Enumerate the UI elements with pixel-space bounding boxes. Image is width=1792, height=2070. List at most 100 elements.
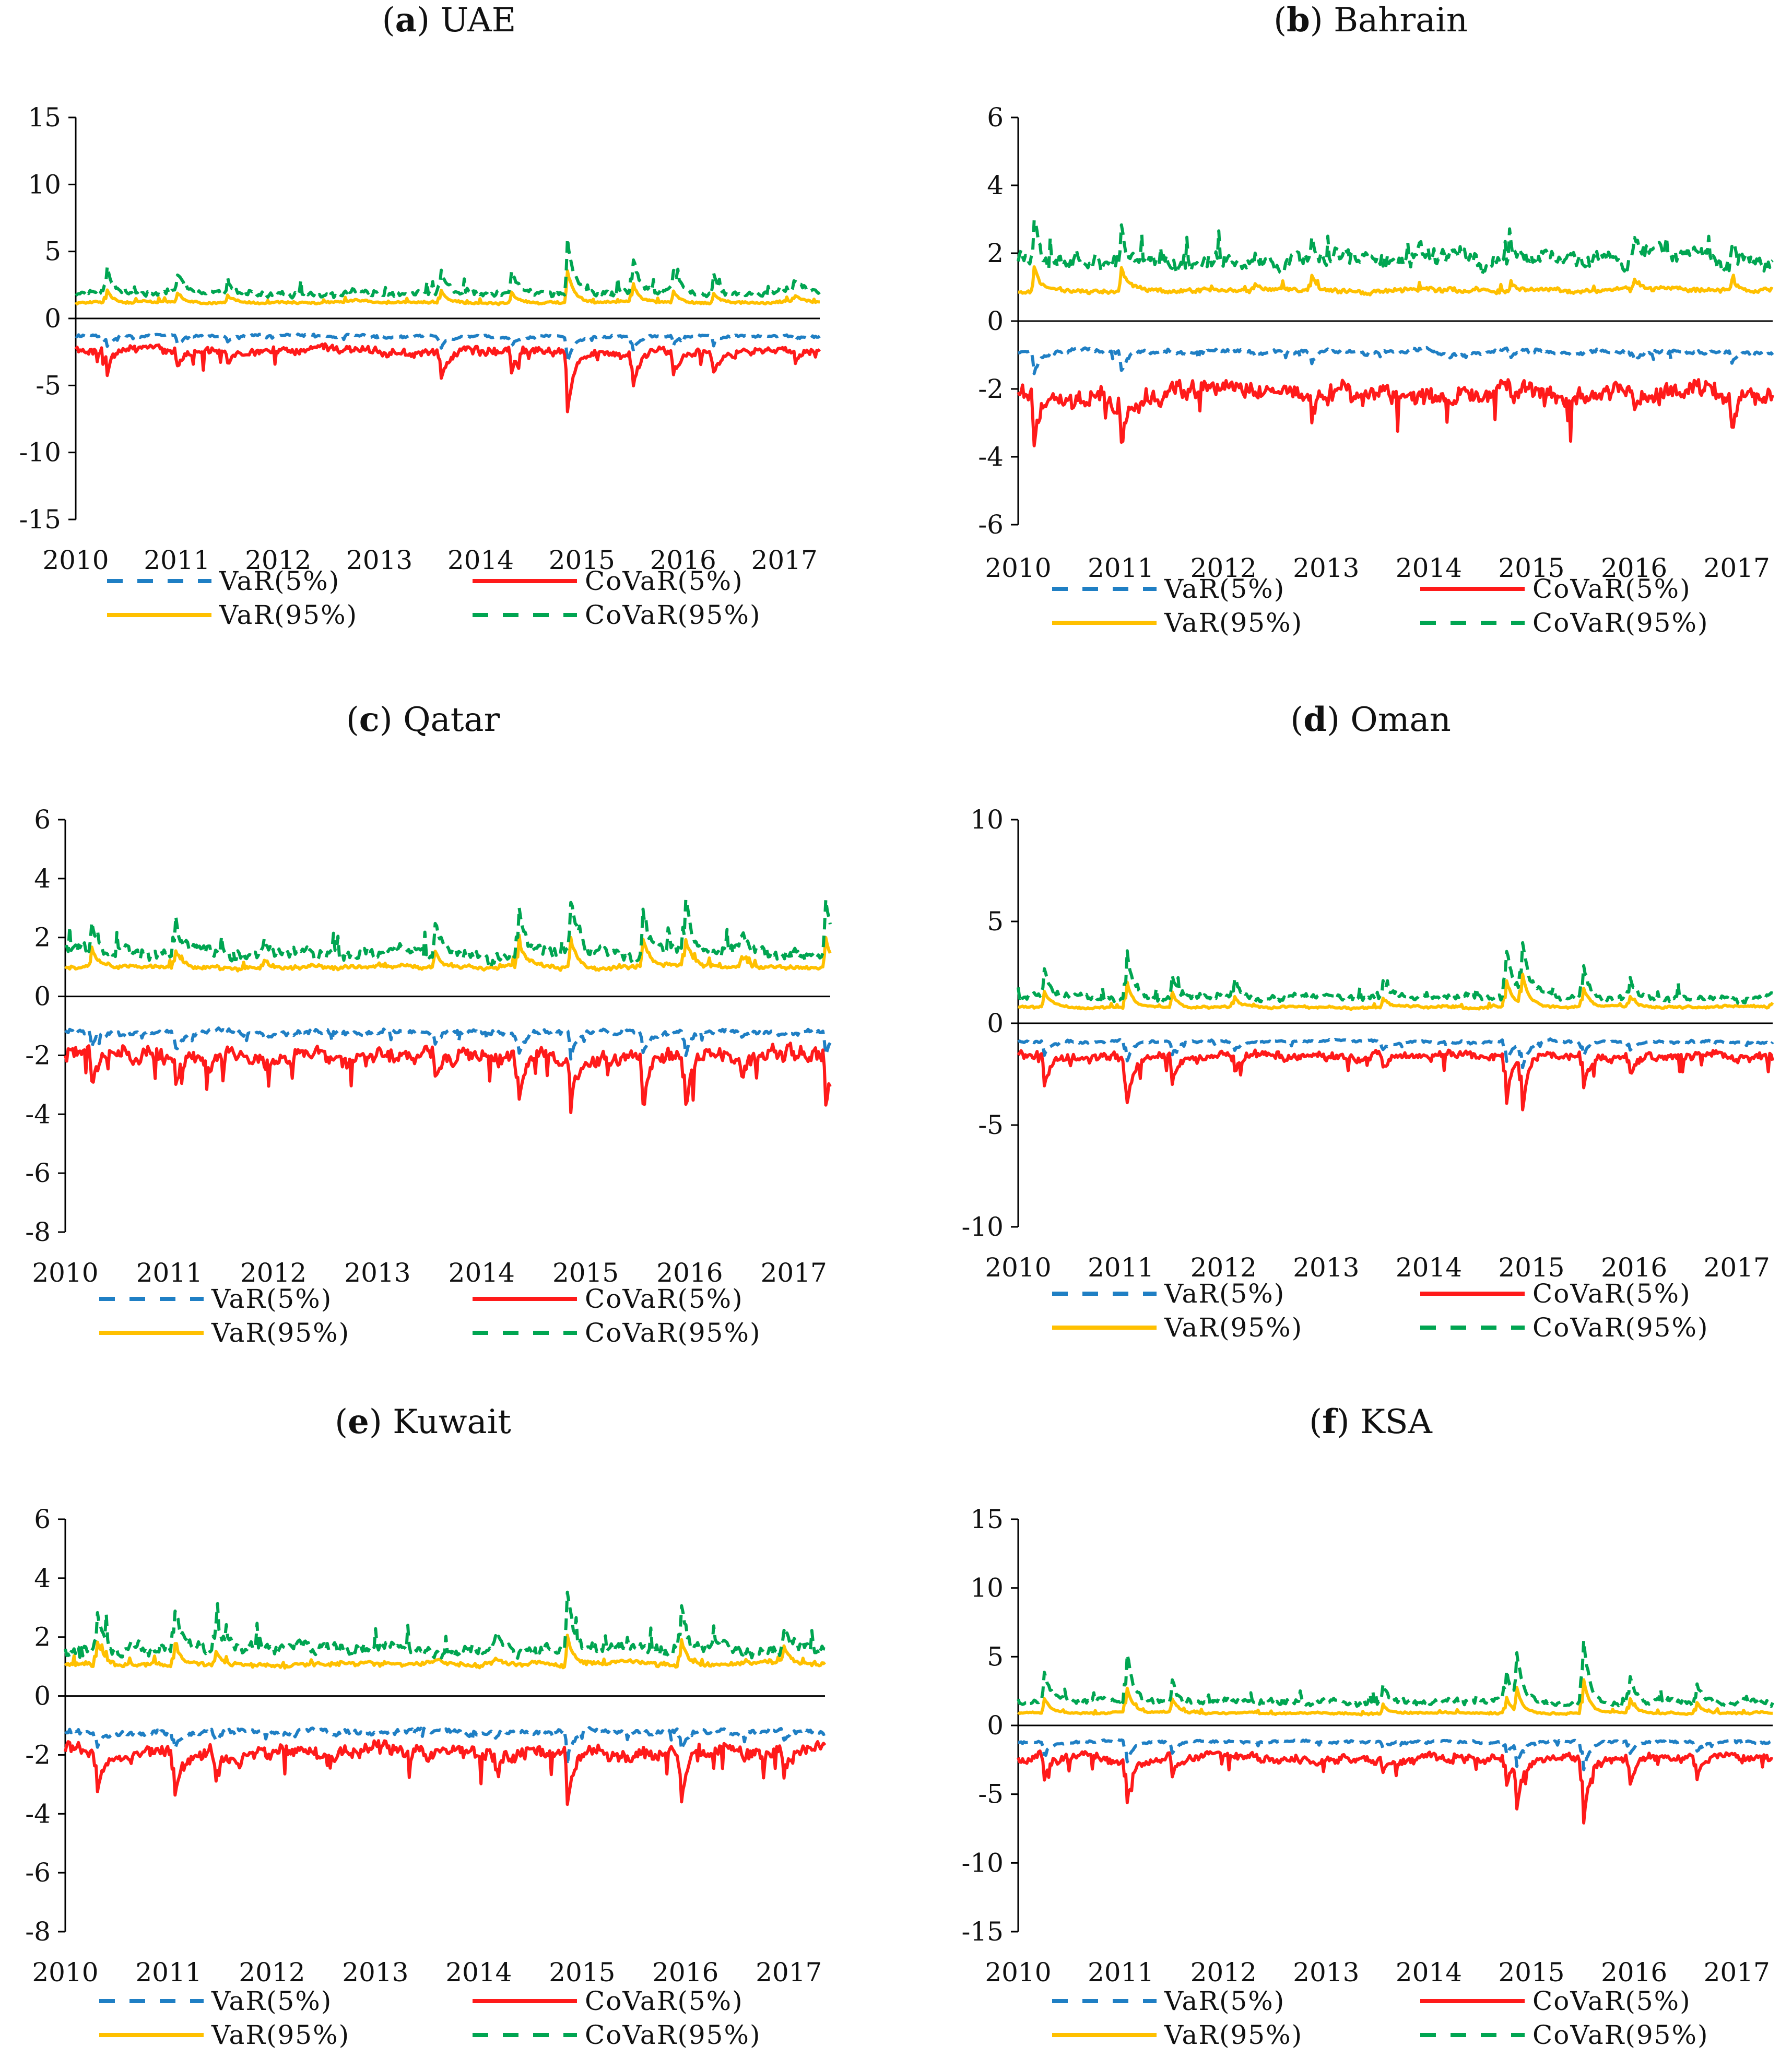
- y-tick-label: -6: [978, 510, 1004, 540]
- legend-label-var95: VaR(95%): [219, 600, 358, 630]
- x-tick-label: 2017: [1704, 1957, 1770, 1988]
- y-tick-label: -10: [961, 1212, 1004, 1242]
- x-tick-label: 2015: [549, 1957, 615, 1988]
- y-tick-label: 0: [987, 1008, 1004, 1038]
- legend-label-covar5: CoVaR(5%): [1532, 1986, 1691, 2016]
- x-tick-label: 2015: [552, 1258, 619, 1288]
- panel-oman: (d) Oman 10 5 0 -5 -10 2010 2011 2012 2013 2014 201…: [961, 700, 1774, 1343]
- legend-label-var5: VaR(5%): [1164, 574, 1285, 604]
- y-tick-label: -8: [25, 1217, 51, 1247]
- x-tick-label: 2016: [656, 1258, 723, 1288]
- series-line-covar95: [1017, 218, 1774, 277]
- x-tick-label: 2011: [136, 1258, 203, 1288]
- y-tick-label: -6: [25, 1858, 51, 1888]
- legend-label-var5: VaR(5%): [1164, 1279, 1285, 1309]
- panel-title: (a) UAE: [382, 1, 516, 40]
- x-tick-label: 2010: [32, 1258, 98, 1288]
- y-tick-label: -15: [961, 1917, 1004, 1947]
- x-tick-label: 2011: [1088, 1957, 1154, 1988]
- panel-title: (b) Bahrain: [1274, 1, 1468, 40]
- y-tick-label: 0: [987, 1710, 1004, 1741]
- y-tick-label: -2: [25, 1040, 51, 1070]
- legend-label-var95: VaR(95%): [1164, 2020, 1303, 2050]
- panel-kuwait: (e) Kuwait 6 4 2 0 -2 -4 -6 -8 2010 2011 2012 2013 20…: [25, 1402, 827, 2050]
- series-line-var5: [75, 332, 821, 364]
- series-line-var5: [1017, 1037, 1774, 1069]
- y-tick-label: -10: [19, 437, 61, 468]
- series-line-covar5: [1017, 378, 1774, 447]
- y-tick-label: 10: [970, 1573, 1004, 1603]
- panel-title: (d) Oman: [1290, 700, 1451, 739]
- x-tick-label: 2011: [135, 1957, 202, 1988]
- x-tick-label: 2012: [239, 1957, 305, 1988]
- y-tick-label: 4: [34, 1563, 51, 1593]
- title-letter: e: [348, 1402, 369, 1441]
- series-line-covar95: [75, 237, 821, 300]
- x-tick-label: 2017: [761, 1258, 827, 1288]
- panel-title: (f) KSA: [1309, 1402, 1432, 1441]
- panel-title: (c) Qatar: [346, 700, 500, 739]
- title-letter: c: [359, 700, 380, 739]
- series-line-var5: [1018, 1737, 1773, 1771]
- panel-ksa: (f) KSA 15 10 5 0 -5 -10 -15 2010 2011 2012 2013 201…: [961, 1402, 1774, 2050]
- y-tick-label: 0: [987, 306, 1004, 336]
- x-tick-label: 2016: [1601, 1957, 1667, 1988]
- y-tick-label: -5: [978, 1779, 1004, 1809]
- title-country: ) Bahrain: [1310, 1, 1468, 40]
- y-tick-label: 5: [44, 236, 61, 267]
- panel-bahrain: (b) Bahrain 6 4 2 0 -2 -4 -6 2010 2011 2012 2013 201…: [978, 1, 1774, 638]
- title-country: ) KSA: [1337, 1403, 1433, 1441]
- series-line-covar5: [1017, 1749, 1774, 1825]
- y-tick-label: -4: [25, 1799, 51, 1829]
- series-line-var95: [64, 933, 832, 973]
- legend-label-covar95: CoVaR(95%): [1532, 608, 1708, 638]
- x-tick-label: 2010: [32, 1957, 98, 1988]
- legend-label-covar5: CoVaR(5%): [585, 1986, 744, 2016]
- series-line-covar95: [64, 1590, 826, 1660]
- y-tick-label: -8: [25, 1917, 51, 1947]
- title-country: ) Kuwait: [369, 1403, 511, 1441]
- title-paren-open: (: [346, 701, 359, 739]
- y-tick-label: -6: [25, 1158, 51, 1188]
- legend-label-var95: VaR(95%): [1164, 1312, 1303, 1343]
- title-paren-open: (: [1290, 701, 1303, 739]
- y-tick-label: 4: [34, 864, 51, 894]
- x-tick-label: 2012: [240, 1258, 306, 1288]
- y-tick-label: 15: [28, 102, 61, 133]
- legend-label-var5: VaR(5%): [1164, 1986, 1285, 2016]
- x-tick-label: 2014: [1396, 553, 1462, 583]
- x-tick-label: 2010: [985, 1957, 1051, 1988]
- y-tick-label: 5: [987, 1641, 1004, 1672]
- y-tick-label: 6: [987, 102, 1004, 133]
- legend-label-covar5: CoVaR(5%): [585, 1284, 744, 1314]
- y-tick-label: 2: [34, 1622, 51, 1652]
- x-tick-label: 2014: [449, 1258, 515, 1288]
- title-country: ) UAE: [417, 1, 516, 40]
- y-tick-label: 2: [34, 922, 51, 953]
- x-tick-label: 2014: [1396, 1957, 1462, 1988]
- panel-uae: (a) UAE 15 10 5 0 -5 -10 -15 2010 2011 2012 2013 201…: [19, 1, 821, 630]
- title-paren-open: (: [382, 1, 395, 40]
- series-line-covar5: [74, 342, 821, 413]
- series-line-covar95: [1017, 941, 1773, 1006]
- x-tick-label: 2010: [42, 545, 109, 575]
- x-tick-label: 2017: [1704, 553, 1770, 583]
- legend-label-covar95: CoVaR(95%): [1532, 1312, 1708, 1343]
- legend-label-covar5: CoVaR(5%): [585, 566, 744, 596]
- series-line-var95: [74, 269, 820, 306]
- series-line-covar95: [1017, 1639, 1774, 1709]
- x-tick-label: 2014: [445, 1957, 512, 1988]
- x-tick-label: 2012: [1190, 1252, 1257, 1283]
- x-tick-label: 2017: [1704, 1252, 1770, 1283]
- series-line-var95: [1017, 1678, 1773, 1717]
- y-tick-label: -4: [978, 442, 1004, 472]
- legend-label-var95: VaR(95%): [211, 2020, 350, 2050]
- x-tick-label: 2013: [344, 1258, 410, 1288]
- x-tick-label: 2011: [144, 545, 210, 575]
- panel-qatar: (c) Qatar 6 4 2 0 -2 -4 -6 -8 2010 2011 2012 2013 201…: [25, 700, 832, 1348]
- y-tick-label: 0: [34, 1681, 51, 1711]
- series-line-covar5: [64, 1042, 832, 1115]
- x-tick-label: 2013: [1293, 553, 1359, 583]
- y-tick-label: 10: [28, 169, 61, 199]
